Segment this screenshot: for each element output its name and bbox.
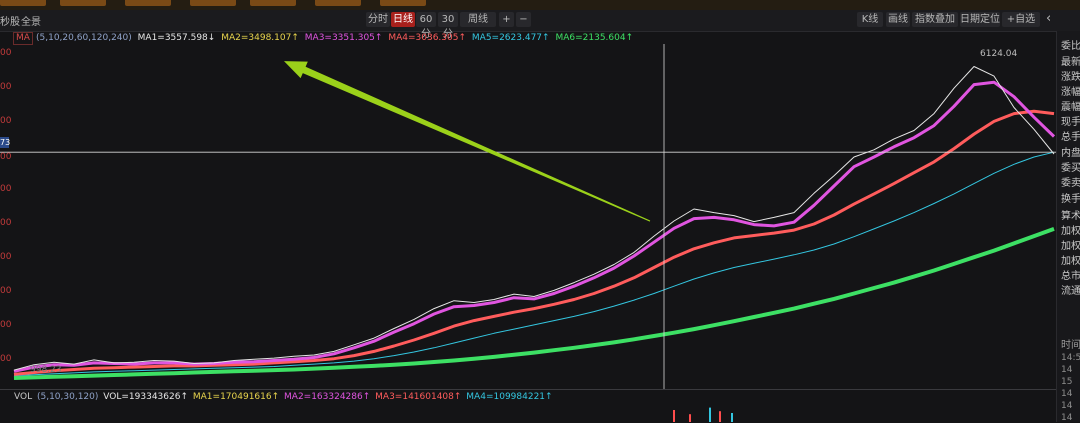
title-strip [0,0,1080,10]
period-button[interactable]: 分时 [366,12,390,27]
ma1-value: MA1=3557.598↓ [137,33,216,43]
quote-field: 现手 [1061,117,1080,128]
quote-field: 涨跌 [1061,72,1080,83]
ma4-value: MA4=3036.305↑ [388,33,467,43]
index-overlay-dropdown[interactable]: 指数叠加 [912,12,958,27]
ma-legend: (5,10,20,60,120,240) MA1=3557.598↓ MA2=3… [36,33,636,43]
trade-time: 14 [1061,389,1073,399]
vol-ma3-value: MA3=141601408↑ [375,392,462,402]
trade-time: 15 [1061,377,1073,387]
quote-field: 加权 [1061,226,1080,237]
quote-panel: 委比 最新 涨跌 涨幅 震幅 现手 总手 内盘 委买 委卖 换手 算术 加权 加… [1056,31,1080,423]
toolbar-left-label[interactable]: 全景 [21,17,41,28]
y-tick-label: 00 [0,354,12,364]
ma6-line [13,227,1055,380]
price-chart[interactable]: 6124.04 998.23 [0,44,1056,389]
ma1-line [13,66,1055,371]
quote-field: 总手 [1061,132,1080,143]
kline-dropdown[interactable]: K线 [857,12,883,27]
trade-detail-header: 时间 [1061,340,1080,351]
volume-bar [731,413,733,422]
quote-field: 算术 [1061,211,1080,222]
trade-time: 14 [1061,365,1073,375]
ma5-value: MA5=2623.477↑ [471,33,550,43]
y-tick-label: 00 [0,252,12,262]
ma-indicator-badge[interactable]: MA [13,32,33,45]
quote-field: 总市 [1061,271,1080,282]
window-tab[interactable] [125,0,171,6]
period-button[interactable]: 30分 [438,12,458,40]
ma-params: (5,10,20,60,120,240) [36,33,132,43]
y-tick-label: 00 [0,48,12,58]
vol-ma1-value: MA1=170491616↑ [192,392,280,402]
annotation-arrow [284,61,651,222]
quote-field: 涨幅 [1061,87,1080,98]
period-button[interactable]: 60分 [416,12,436,40]
quote-field: 加权 [1061,241,1080,252]
toolbar-left-label[interactable]: 秒股 [0,17,20,28]
zoom-out-button[interactable]: − [516,12,531,27]
window-tab[interactable] [60,0,106,6]
window-tab[interactable] [315,0,361,6]
volume-chart[interactable] [0,404,1056,422]
y-tick-label: 00 [0,286,12,296]
volume-bar [719,411,721,422]
quote-field: 加权 [1061,256,1080,267]
high-price-label: 6124.04 [980,49,1017,59]
window-tab[interactable] [380,0,426,6]
y-tick-label: 00 [0,320,12,330]
window-tab[interactable] [0,0,46,6]
vol-value: VOL=193343626↑ [103,392,188,402]
volume-legend: VOL (5,10,30,120) VOL=193343626↑ MA1=170… [14,392,555,402]
quote-field: 流通 [1061,286,1080,297]
date-locate-button[interactable]: 日期定位 [960,12,1000,27]
ma6-value: MA6=2135.604↑ [555,33,634,43]
quote-field: 委卖 [1061,178,1080,189]
quote-field: 最新 [1061,57,1080,68]
window-tab[interactable] [250,0,296,6]
y-tick-label: 00 [0,184,12,194]
y-tick-label: 00 [0,218,12,228]
volume-bar [689,414,691,422]
y-tick-label: 00 [0,152,12,162]
quote-field: 委买 [1061,163,1080,174]
ma3-value: MA3=3351.305↑ [304,33,383,43]
volume-params: (5,10,30,120) [36,392,99,402]
trade-time: 14 [1061,413,1073,423]
volume-panel-header [0,389,1056,404]
volume-bar [709,407,711,422]
back-icon[interactable]: ‹ [1046,11,1052,26]
vol-ma4-value: MA4=109984221↑ [466,392,553,402]
chart-toolbar [0,10,1080,32]
ma5-line [13,151,1055,377]
quote-field: 内盘 [1061,148,1080,159]
window-tab[interactable] [190,0,236,6]
ma3-line [13,80,1056,373]
trade-time: 14 [1061,401,1073,411]
ma4-line [13,109,1055,376]
period-dropdown[interactable]: 周线 [460,12,496,27]
vol-ma2-value: MA2=163324286↑ [284,392,371,402]
low-price-label: 998.23 [30,365,62,375]
draw-line-button[interactable]: 画线 [886,12,910,27]
trade-time: 14:56 [1061,353,1080,363]
volume-badge[interactable]: VOL [14,392,33,402]
period-button-active[interactable]: 日线 [391,12,415,27]
y-tick-label: 00 [0,82,12,92]
add-watchlist-button[interactable]: +自选 [1002,12,1040,27]
quote-field: 委比 [1061,41,1080,52]
y-tick-label: 00 [0,116,12,126]
volume-bar [673,410,675,422]
ma2-value: MA2=3498.107↑ [221,33,299,43]
quote-field: 换手 [1061,194,1080,205]
quote-field: 震幅 [1061,102,1080,113]
crosshair-value-tag: 73 [0,137,11,148]
zoom-in-button[interactable]: + [499,12,514,27]
